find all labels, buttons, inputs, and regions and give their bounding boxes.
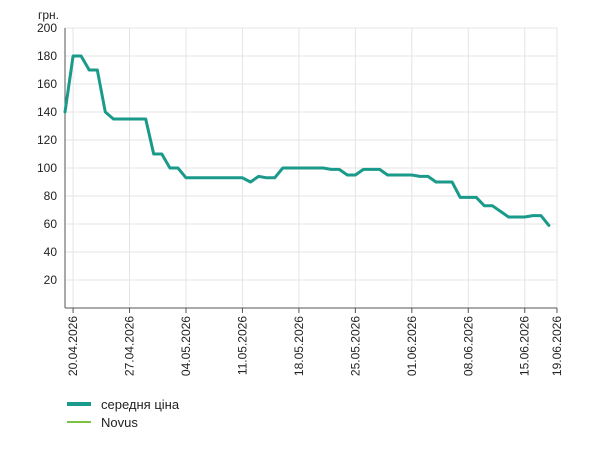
y-tick-label: 200 <box>37 21 57 35</box>
x-tick-label: 01.06.2026 <box>405 316 419 376</box>
y-tick-label: 60 <box>44 217 58 231</box>
y-tick-label: 80 <box>44 189 58 203</box>
x-tick-label: 20.04.2026 <box>66 316 80 376</box>
chart-legend: середня ціна Novus <box>67 395 179 431</box>
y-tick-label: 20 <box>44 273 58 287</box>
x-tick-label: 25.05.2026 <box>348 316 362 376</box>
legend-item-novus[interactable]: Novus <box>67 413 179 431</box>
x-tick-label: 11.05.2026 <box>235 316 249 375</box>
y-tick-label: 100 <box>37 161 57 175</box>
x-tick-label: 18.05.2026 <box>292 316 306 376</box>
x-tick-label: 04.05.2026 <box>179 316 193 376</box>
x-tick-label: 15.06.2026 <box>518 316 532 376</box>
x-tick-label: 19.06.2026 <box>550 316 564 376</box>
y-tick-label: 40 <box>44 245 58 259</box>
y-tick-label: 140 <box>37 105 57 119</box>
y-axis-ticks: 20 40 60 80 100 120 140 160 180 200 <box>37 21 57 287</box>
y-tick-label: 160 <box>37 77 57 91</box>
legend-item-average-price[interactable]: середня ціна <box>67 395 179 413</box>
y-tick-label: 120 <box>37 133 57 147</box>
chart-axes <box>64 28 558 313</box>
x-axis-ticks: 20.04.2026 27.04.2026 04.05.2026 11.05.2026… <box>66 316 564 376</box>
legend-swatch-novus <box>67 421 91 423</box>
legend-label-average-price: середня ціна <box>101 396 180 412</box>
x-tick-label: 27.04.2026 <box>123 316 137 376</box>
y-tick-label: 180 <box>37 49 57 63</box>
x-tick-label: 08.06.2026 <box>461 316 475 376</box>
series-lines <box>63 54 551 227</box>
series-line-average-price <box>63 54 551 227</box>
legend-label-novus: Novus <box>101 414 138 430</box>
y-axis-label: грн. <box>38 8 59 22</box>
legend-swatch-average-price <box>67 402 91 406</box>
